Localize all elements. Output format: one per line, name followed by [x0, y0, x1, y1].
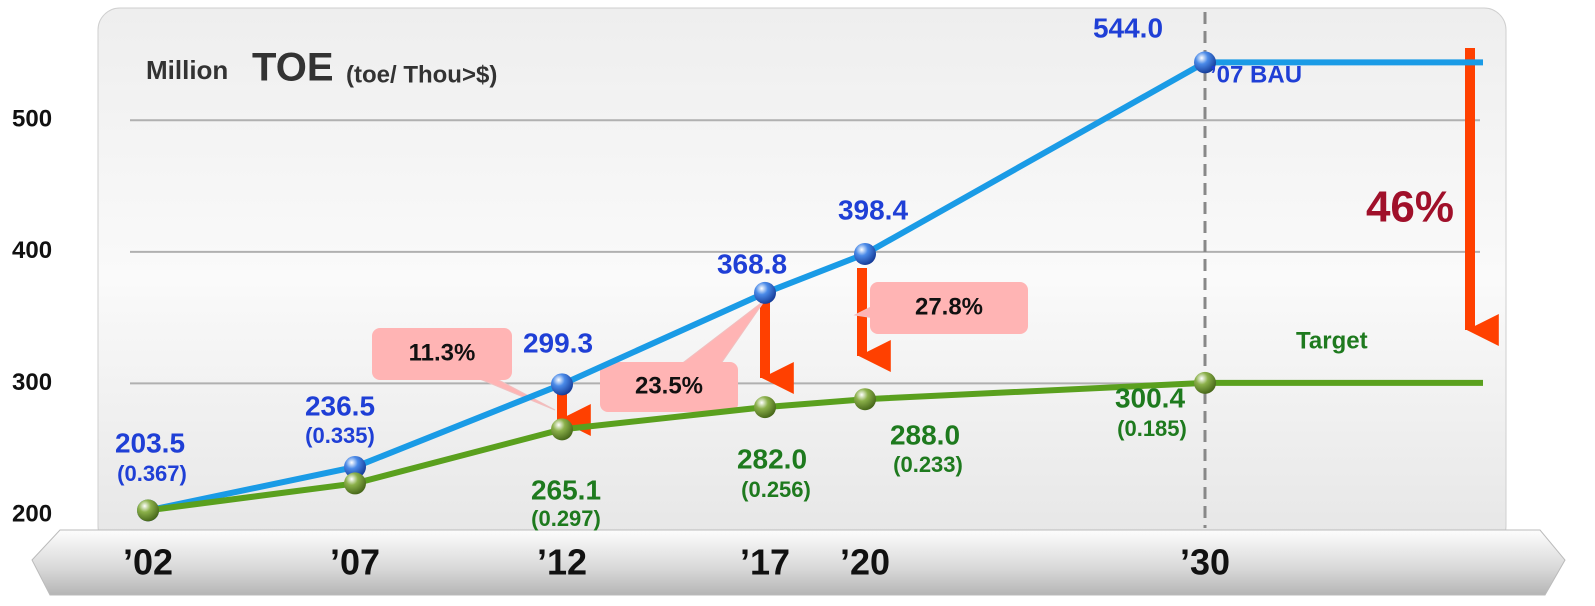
y-tick-label: 200 — [12, 500, 52, 527]
annotation: 23.5% — [635, 372, 703, 399]
value-label: 544.0 — [1093, 12, 1163, 43]
intensity-label: (0.256) — [741, 477, 811, 502]
x-tick-label: ’12 — [537, 542, 587, 583]
annotation: 46% — [1366, 183, 1454, 232]
value-label: 300.4 — [1115, 382, 1185, 413]
value-label: 265.1 — [531, 474, 601, 505]
point-marker — [1194, 371, 1216, 394]
point-marker — [754, 281, 776, 304]
value-label: 288.0 — [890, 419, 960, 450]
x-tick-label: ’07 — [330, 542, 380, 583]
callout-box — [870, 282, 1028, 334]
annotation: 11.3% — [409, 339, 476, 366]
point-marker — [137, 499, 159, 522]
value-label: 299.3 — [523, 327, 593, 358]
value-label: 203.5 — [115, 427, 185, 458]
value-label: 368.8 — [717, 248, 787, 279]
chart-title: TOE — [252, 46, 334, 90]
x-tick-label: ’20 — [840, 542, 890, 583]
y-tick-label: 400 — [12, 237, 52, 264]
chart-subtitle: (toe/ Thou>$) — [346, 61, 497, 88]
intensity-label: (0.297) — [531, 506, 601, 531]
value-label: 282.0 — [737, 443, 807, 474]
legend-entry: ’07 BAU — [1210, 61, 1302, 88]
value-label: 236.5 — [305, 390, 375, 421]
point-marker — [754, 396, 776, 419]
callout-box — [372, 328, 512, 380]
x-tick-label: ’30 — [1180, 542, 1230, 583]
point-marker — [551, 418, 573, 441]
x-tick-label: ’02 — [123, 542, 173, 583]
x-tick-label: ’17 — [740, 542, 790, 583]
value-label: 398.4 — [838, 194, 908, 225]
intensity-label: (0.367) — [117, 461, 187, 486]
callout-box — [600, 362, 738, 412]
point-marker — [344, 455, 366, 478]
y-tick-label: 300 — [12, 369, 52, 396]
point-marker — [1194, 51, 1216, 74]
intensity-label: (0.335) — [305, 423, 375, 448]
intensity-label: (0.233) — [893, 452, 963, 477]
x-axis-base — [31, 529, 1566, 596]
point-marker — [854, 388, 876, 411]
unit-label: Million — [146, 55, 228, 85]
point-marker — [551, 373, 573, 396]
y-tick-label: 500 — [12, 106, 52, 133]
legend-entry: Target — [1296, 327, 1368, 354]
point-marker — [854, 242, 876, 265]
point-marker — [344, 472, 366, 495]
annotation: 27.8% — [915, 293, 983, 320]
intensity-label: (0.185) — [1117, 416, 1187, 441]
